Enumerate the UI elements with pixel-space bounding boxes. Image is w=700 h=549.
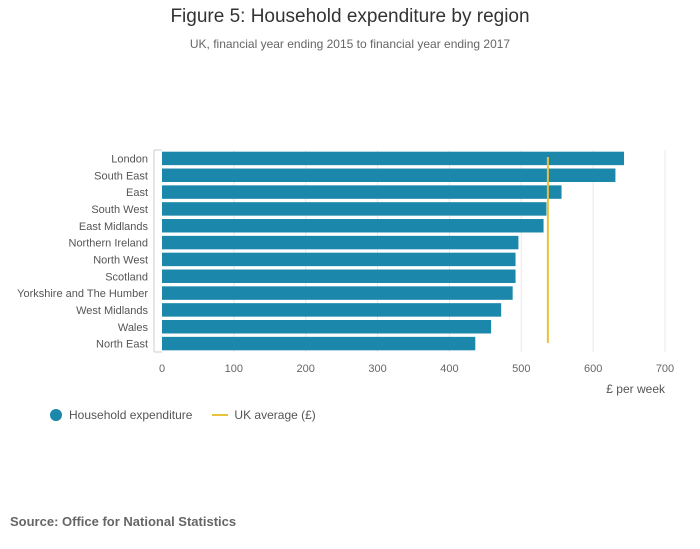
category-label-northern-ireland: Northern Ireland: [69, 238, 149, 250]
x-tick-label-4: 400: [440, 363, 458, 375]
category-label-wales: Wales: [118, 322, 149, 334]
source-note: Source: Office for National Statistics: [10, 514, 237, 529]
category-label-east: East: [126, 187, 148, 199]
x-tick-label-0: 0: [159, 363, 165, 375]
x-tick-label-7: 700: [656, 363, 674, 375]
bar-northern-ireland: [162, 235, 519, 250]
category-label-south-east: South East: [94, 170, 148, 182]
bar-east: [162, 185, 562, 199]
category-label-north-east: North East: [96, 339, 148, 351]
chart-subtitle: UK, financial year ending 2015 to financ…: [189, 37, 511, 51]
category-label-south-west: South West: [91, 204, 148, 216]
x-axis-label: £ per week: [606, 382, 666, 396]
bar-scotland: [162, 269, 516, 283]
x-tick-label-1: 100: [225, 363, 243, 375]
x-tick-label-6: 600: [584, 363, 602, 375]
bar-north-west: [162, 252, 516, 267]
legend-label-uk-average: UK average (£): [234, 408, 316, 422]
bar-south-east: [162, 168, 616, 182]
bar-wales: [162, 320, 492, 334]
legend-dot-icon: [50, 409, 62, 421]
category-label-yorkshire-and-the-humber: Yorkshire and The Humber: [17, 288, 148, 300]
bar-east-midlands: [162, 219, 544, 233]
chart-title: Figure 5: Household expenditure by regio…: [170, 6, 530, 27]
category-label-scotland: Scotland: [105, 271, 148, 283]
legend-item-household-expenditure[interactable]: Household expenditure: [50, 408, 192, 422]
legend-item-uk-average[interactable]: UK average (£): [212, 408, 316, 422]
bar-west-midlands: [162, 303, 502, 317]
x-tick-label-3: 300: [368, 363, 386, 375]
category-label-west-midlands: West Midlands: [76, 305, 148, 317]
bar-london: [162, 151, 625, 166]
bar-north-east: [162, 336, 476, 351]
legend-label-household-expenditure: Household expenditure: [69, 408, 193, 422]
category-label-east-midlands: East Midlands: [79, 221, 149, 233]
category-label-london: London: [111, 153, 148, 165]
bar-south-west: [162, 202, 547, 216]
bar-yorkshire-and-the-humber: [162, 286, 513, 300]
legend-line-icon: [212, 414, 229, 416]
category-label-north-west: North West: [93, 254, 148, 266]
x-tick-label-5: 500: [512, 363, 530, 375]
x-tick-label-2: 200: [297, 363, 315, 375]
legend: Household expenditure UK average (£): [50, 408, 336, 422]
